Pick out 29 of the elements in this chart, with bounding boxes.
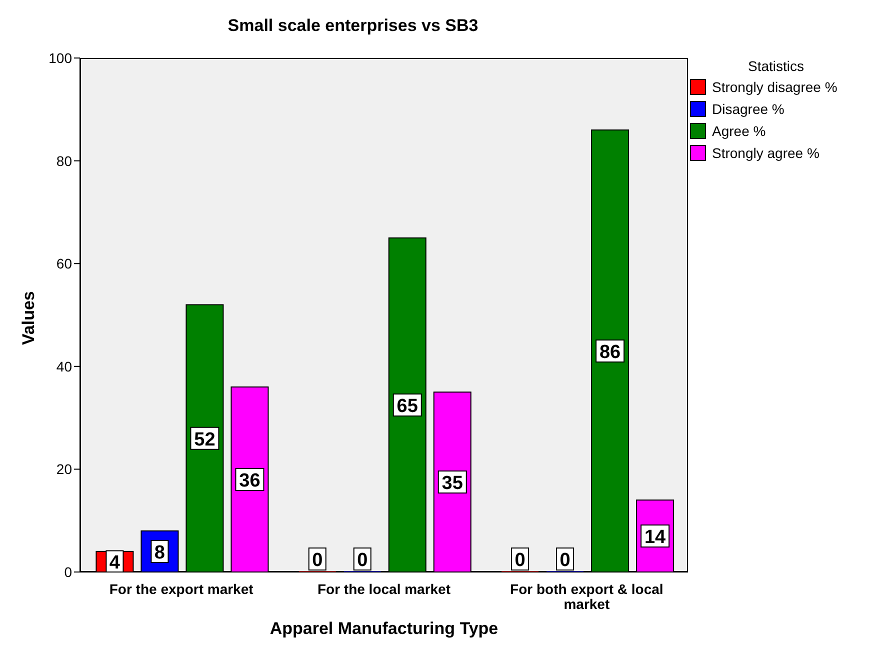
- y-tick-label: 0: [64, 564, 72, 580]
- x-tick-label: For the export market: [109, 581, 254, 597]
- x-axis-title: Apparel Manufacturing Type: [270, 619, 498, 638]
- data-label: 0: [312, 550, 323, 571]
- data-label: 35: [442, 473, 464, 494]
- legend-label: Strongly disagree %: [712, 79, 838, 95]
- y-tick-label: 20: [56, 461, 72, 478]
- x-tick-label: For the local market: [317, 581, 451, 597]
- data-label: 14: [644, 527, 666, 548]
- y-tick-label: 80: [56, 152, 72, 169]
- legend-label: Strongly agree %: [712, 145, 820, 161]
- data-label: 86: [599, 342, 621, 363]
- y-axis-title: Values: [19, 291, 38, 345]
- data-label: 65: [396, 396, 418, 417]
- x-tick-label: For both export & local market: [510, 581, 664, 612]
- data-label: 36: [239, 470, 260, 492]
- y-tick-label: 40: [56, 358, 72, 374]
- data-label: 4: [109, 552, 120, 574]
- y-tick-label: 100: [48, 50, 72, 66]
- legend-label: Disagree %: [712, 101, 784, 117]
- data-label: 8: [154, 542, 165, 564]
- legend-label: Agree %: [712, 123, 766, 139]
- data-label: 0: [514, 550, 526, 571]
- data-label: 0: [357, 550, 368, 571]
- data-label: 0: [560, 550, 570, 571]
- data-label: 52: [194, 429, 216, 450]
- chart-title: Small scale enterprises vs SB3: [226, 15, 480, 37]
- legend-title: Statistics: [746, 58, 805, 74]
- y-tick-label: 60: [56, 256, 72, 272]
